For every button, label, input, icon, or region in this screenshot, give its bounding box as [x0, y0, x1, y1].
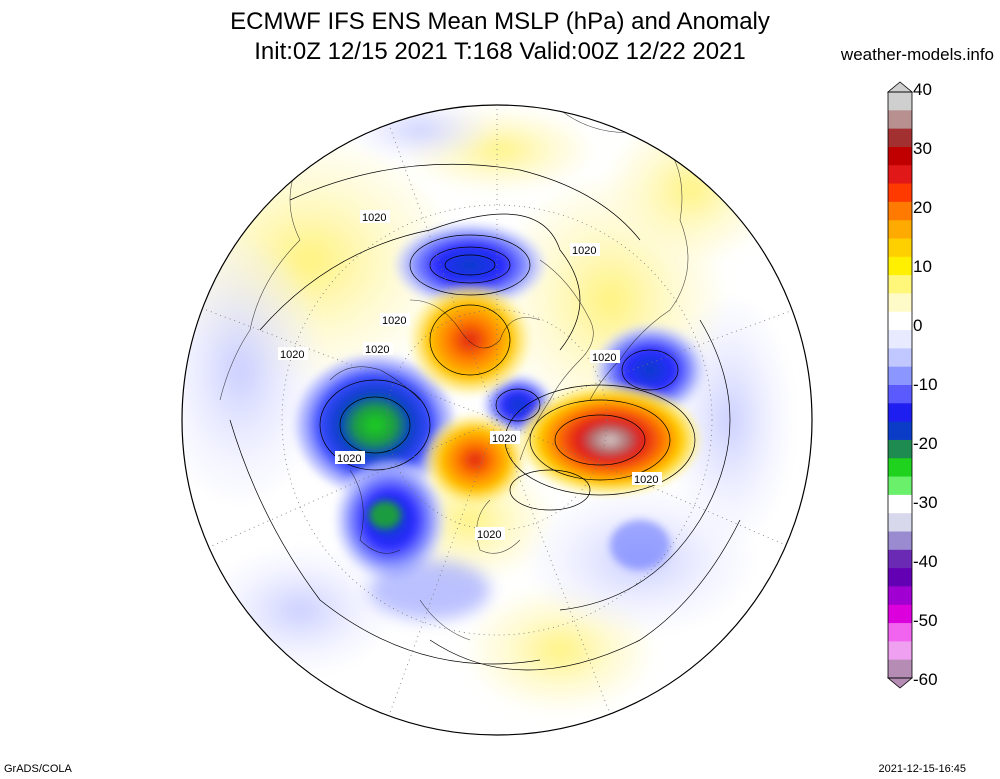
graticule: [182, 105, 812, 735]
colorbar-cell: [888, 275, 912, 294]
colorbar-cell: [888, 348, 912, 368]
contour-label: 1020: [592, 352, 616, 364]
colorbar-cell: [888, 385, 912, 404]
colorbar-tick-label: -50: [913, 611, 938, 630]
colorbar-tick-label: 10: [913, 257, 932, 276]
colorbar-cell: [888, 311, 912, 331]
colorbar-tick-label: -10: [913, 375, 938, 394]
contour-labels: 1020 1020 1020 1020 1020 1020 1020 1020 …: [278, 210, 662, 541]
chart-subtitle: Init:0Z 12/15 2021 T:168 Valid:00Z 12/22…: [254, 38, 746, 65]
colorbar-tick-label: -20: [913, 434, 938, 453]
colorbar-cell: [888, 146, 912, 166]
colorbar-top-arrow: [886, 81, 914, 93]
colorbar-tick-label: -30: [913, 493, 938, 512]
colorbar-cell: [888, 549, 912, 569]
contour-label: 1020: [477, 529, 501, 541]
colorbar-cell: [888, 586, 912, 606]
colorbar-bottom-arrow: [886, 677, 914, 689]
map-boundary: [181, 104, 813, 736]
colorbar-cell: [888, 476, 912, 496]
colorbar-cell: [888, 568, 912, 587]
footer-timestamp: 2021-12-15-16:45: [878, 763, 966, 775]
colorbar-cell: [888, 92, 912, 111]
colorbar-cell: [888, 659, 912, 679]
colorbar-tick-label: -40: [913, 552, 938, 571]
colorbar-cell: [888, 494, 912, 514]
colorbar-cell: [888, 128, 912, 148]
colorbar-cell: [888, 421, 912, 441]
isobars: [229, 163, 741, 671]
contour-label: 1020: [280, 349, 304, 361]
contour-label: 1020: [492, 433, 516, 445]
contour-label: 1020: [337, 453, 361, 465]
colorbar-cell: [888, 531, 912, 551]
footer-software: GrADS/COLA: [4, 763, 72, 775]
colorbar: [886, 81, 914, 689]
colorbar-cell: [888, 330, 912, 349]
colorbar-cell: [888, 183, 912, 203]
colorbar-cell: [888, 403, 912, 423]
contour-label: 1020: [572, 245, 596, 257]
source-site: weather-models.info: [840, 45, 994, 64]
colorbar-cell: [888, 220, 912, 239]
colorbar-cell: [888, 201, 912, 221]
colorbar-cell: [888, 238, 912, 258]
colorbar-cell: [888, 110, 912, 130]
contour-label: 1020: [634, 474, 658, 486]
colorbar-tick-label: 40: [913, 80, 932, 99]
chart-title: ECMWF IFS ENS Mean MSLP (hPa) and Anomal…: [230, 8, 770, 35]
colorbar-cell: [888, 165, 912, 185]
colorbar-cell: [888, 293, 912, 313]
contour-label: 1020: [362, 212, 386, 224]
colorbar-tick-label: 20: [913, 198, 932, 217]
colorbar-cell: [888, 623, 912, 642]
colorbar-cell: [888, 604, 912, 624]
anomaly-field: [182, 105, 812, 735]
colorbar-cell: [888, 458, 912, 478]
colorbar-tick-label: -60: [913, 670, 938, 689]
colorbar-cell: [888, 513, 912, 532]
contour-label: 1020: [365, 344, 389, 356]
colorbar-tick-label: 0: [913, 316, 923, 335]
colorbar-tick-label: 30: [913, 139, 932, 158]
colorbar-cell: [888, 366, 912, 386]
coastlines: [219, 109, 689, 641]
contour-label: 1020: [382, 315, 406, 327]
colorbar-cell: [888, 439, 912, 459]
colorbar-cell: [888, 256, 912, 276]
colorbar-cell: [888, 641, 912, 661]
